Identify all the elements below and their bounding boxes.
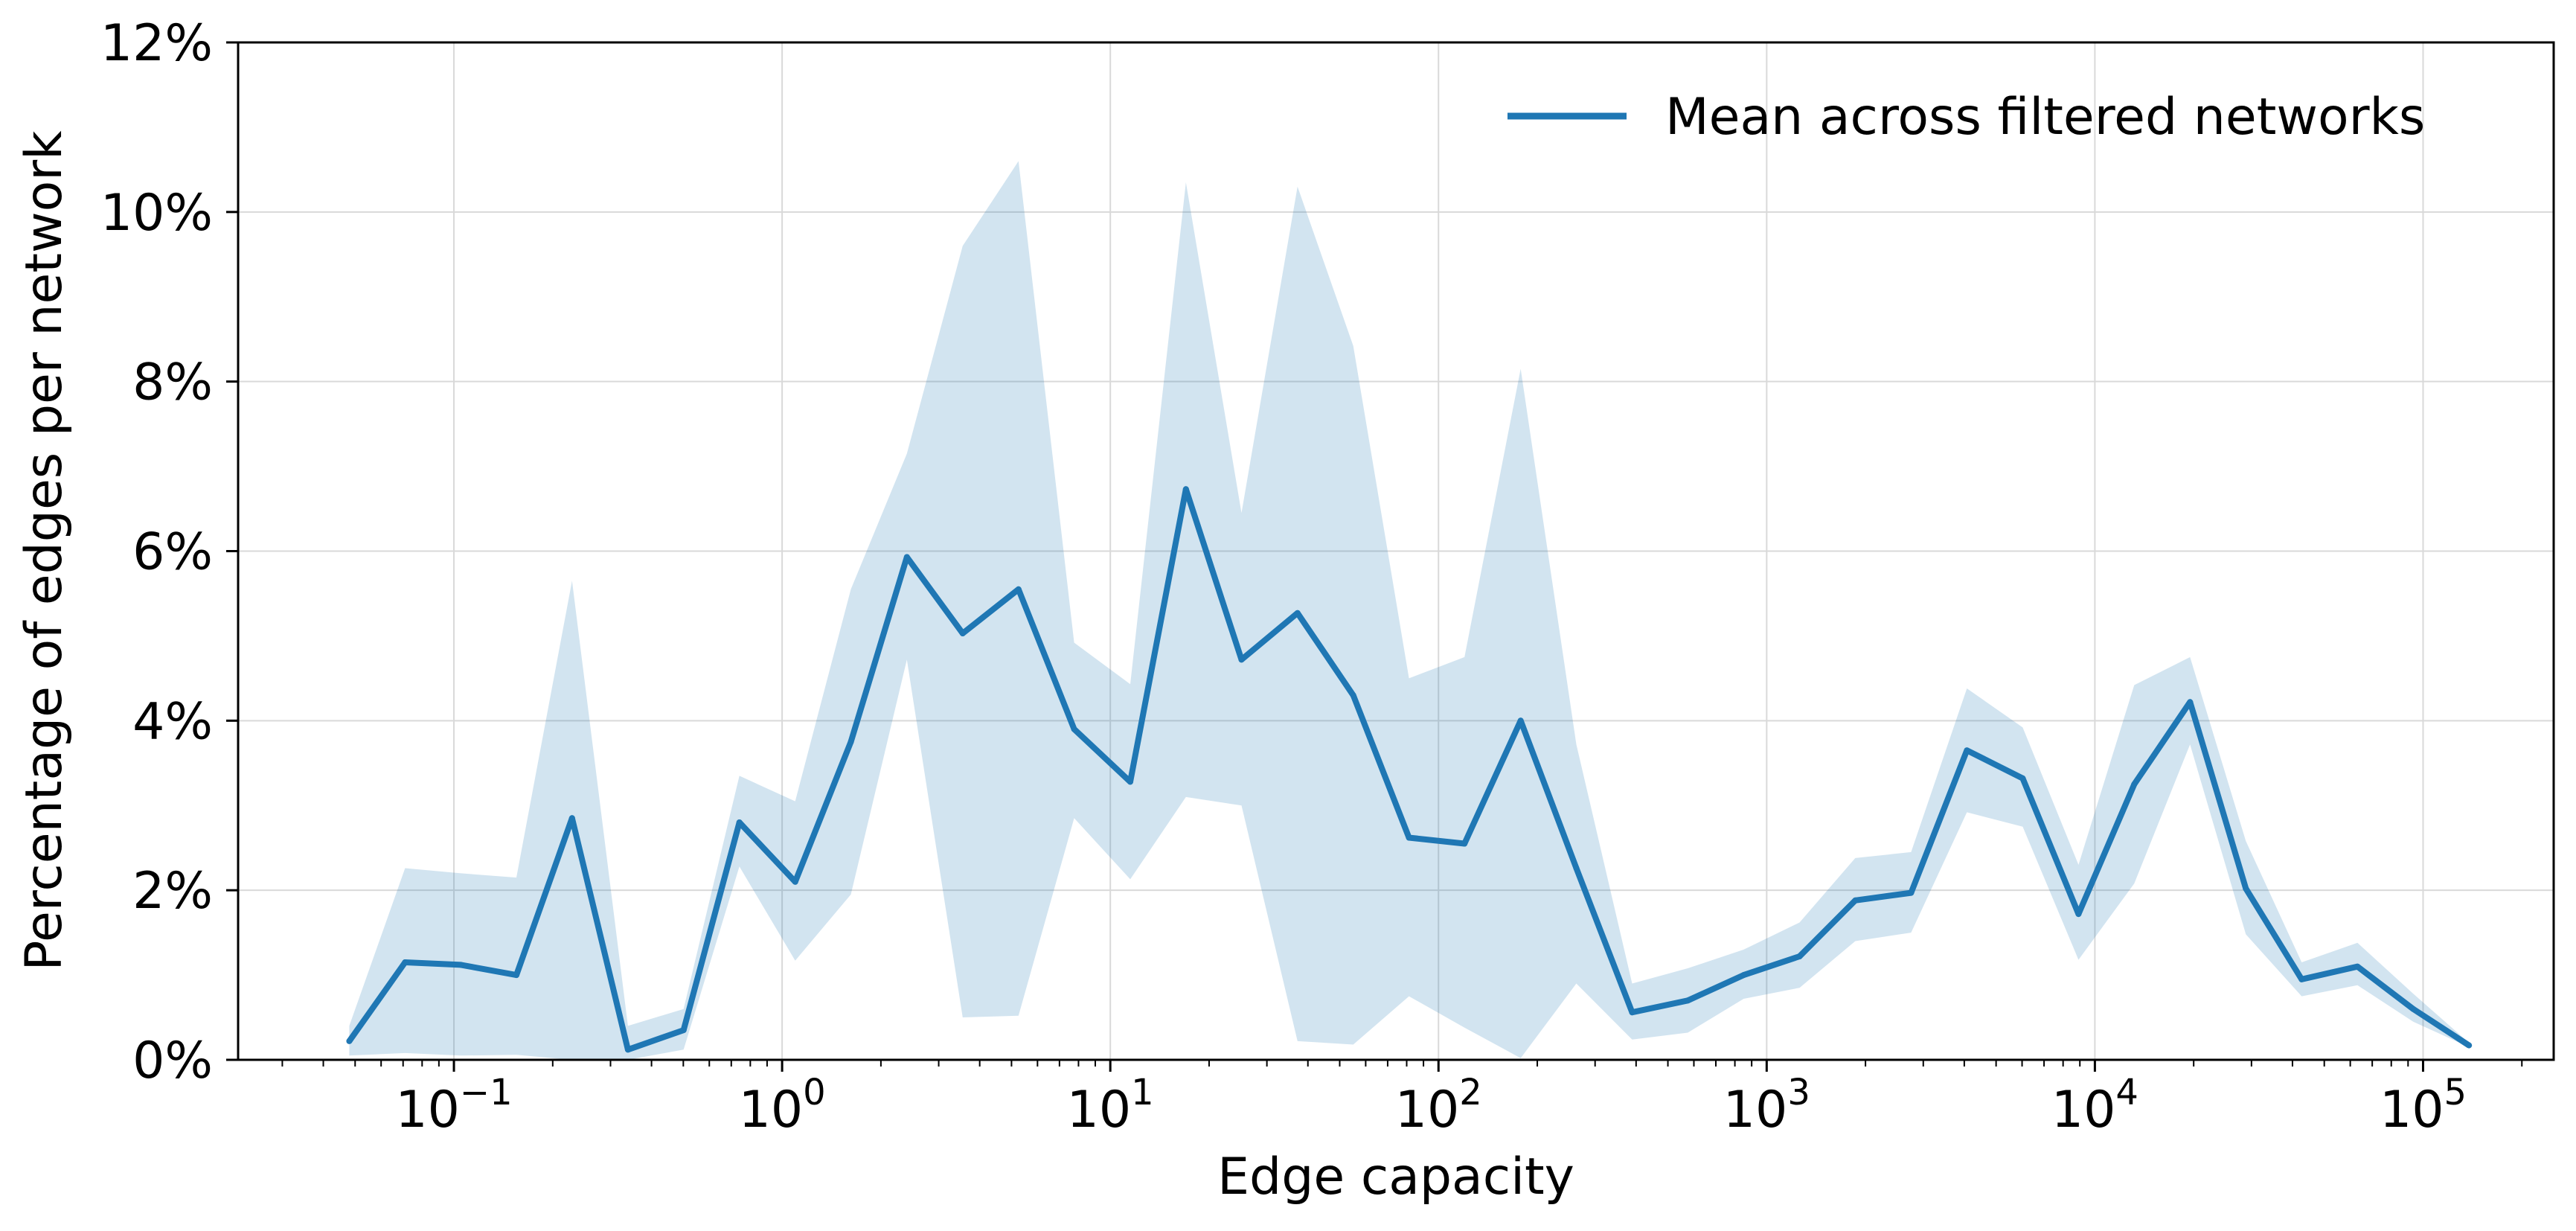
series-point xyxy=(568,815,575,822)
series-point xyxy=(1350,692,1356,699)
series-point xyxy=(680,1027,687,1034)
series-point xyxy=(1908,889,1915,896)
min-max-band xyxy=(349,161,2470,1060)
series-point xyxy=(1740,972,1747,979)
series-point xyxy=(2466,1042,2473,1049)
series-point xyxy=(624,1046,631,1053)
legend-label: Mean across filtered networks xyxy=(1665,88,2425,147)
series-point xyxy=(1071,726,1077,732)
series-point xyxy=(1238,656,1245,663)
series-point xyxy=(1685,997,1691,1004)
series-point xyxy=(2075,911,2082,918)
y-tick-label: 0% xyxy=(132,1032,213,1090)
y-tick-label: 8% xyxy=(132,354,213,412)
series-point xyxy=(1517,717,1524,724)
legend: Mean across filtered networks xyxy=(1508,88,2425,147)
series-point xyxy=(1182,486,1189,493)
x-tick-label: 104 xyxy=(2051,1072,2138,1139)
series-point xyxy=(1127,778,1133,785)
x-tick-label: 105 xyxy=(2380,1072,2467,1139)
series-point xyxy=(2354,963,2361,970)
y-tick-label: 10% xyxy=(100,184,213,243)
series-point xyxy=(2410,1005,2417,1012)
series-point xyxy=(959,630,966,636)
grid-lines xyxy=(238,42,2554,1061)
y-axis-label: Percentage of edges per network xyxy=(15,130,74,971)
series-point xyxy=(1629,1009,1635,1016)
series-point xyxy=(2298,976,2305,982)
series-point xyxy=(1573,865,1580,872)
y-tick-label: 12% xyxy=(100,14,213,73)
y-tick-label: 2% xyxy=(132,862,213,921)
series-point xyxy=(903,554,910,560)
x-tick-label: 10−1 xyxy=(395,1072,512,1139)
series-point xyxy=(2243,885,2249,892)
x-tick-label: 100 xyxy=(739,1072,826,1139)
series-point xyxy=(2131,781,2138,787)
series-point xyxy=(1294,610,1301,616)
series-point xyxy=(736,819,743,825)
series-point xyxy=(1461,840,1468,847)
y-axis-ticks: 0% 2% 4% 6% 8% 10% 12% xyxy=(100,14,238,1090)
series-point xyxy=(1852,897,1859,904)
series-point xyxy=(513,972,519,979)
series-point xyxy=(402,959,408,965)
series-point xyxy=(458,962,464,968)
series-point xyxy=(2019,775,2026,781)
series-point xyxy=(792,878,798,885)
x-tick-label: 103 xyxy=(1723,1072,1810,1139)
series-range-band xyxy=(349,161,2470,1060)
series-point xyxy=(346,1037,353,1044)
y-tick-label: 4% xyxy=(132,692,213,751)
x-tick-label: 102 xyxy=(1395,1072,1482,1139)
series-point xyxy=(1964,747,1970,754)
x-axis-ticks: 10−1 100 101 102 103 104 105 xyxy=(281,1060,2523,1139)
series-point xyxy=(1796,953,1803,959)
x-tick-label: 101 xyxy=(1067,1072,1154,1139)
series-point xyxy=(1406,834,1412,841)
series-point xyxy=(1015,586,1022,592)
series-layer xyxy=(346,486,2473,1053)
series-point xyxy=(2187,699,2194,706)
series-point xyxy=(848,738,854,745)
y-tick-label: 6% xyxy=(132,523,213,582)
x-axis-label: Edge capacity xyxy=(1217,1148,1574,1206)
